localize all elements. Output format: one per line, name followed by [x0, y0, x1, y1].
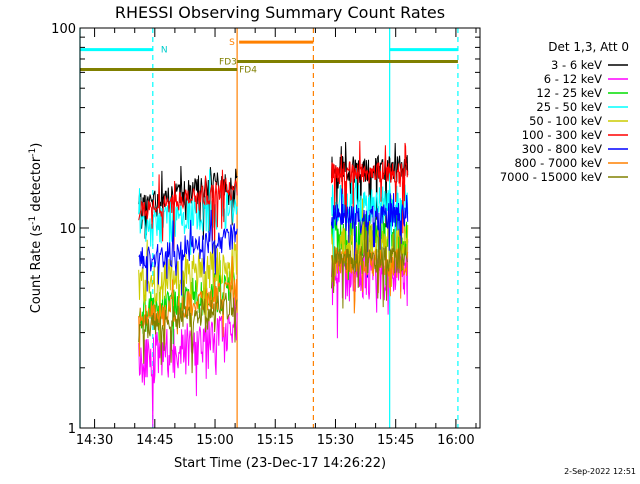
x-tick-label-3: 15:15: [257, 433, 294, 448]
x-tick-label-1: 14:45: [136, 433, 173, 448]
axes-layer: 14:30 14:45 15:00 15:15 15:30 15:45 16:00 1 10 10…: [51, 22, 480, 448]
legend-label-6: 300 - 800 keV: [522, 142, 602, 156]
legend-label-2: 12 - 25 keV: [536, 86, 602, 100]
legend-label-4: 50 - 100 keV: [529, 114, 602, 128]
y-axis-label: Count Rate (s-1 detector-1): [28, 143, 44, 314]
legend-label-1: 6 - 12 keV: [544, 72, 602, 86]
y-tick-label-2: 100: [51, 22, 76, 37]
series-line-5: [138, 140, 409, 252]
y-axis-label-end: ): [29, 143, 44, 148]
x-tick-label-6: 16:00: [437, 433, 474, 448]
legend-label-7: 800 - 7000 keV: [514, 156, 602, 170]
x-tick-label-4: 15:30: [317, 433, 354, 448]
y-axis-label-sup1: -1: [28, 216, 38, 225]
y-axis-label-mid: detector: [29, 156, 44, 216]
legend-label-0: 3 - 6 keV: [551, 58, 602, 72]
y-axis-label-sup2: -1: [28, 148, 38, 157]
legend-label-5: 100 - 300 keV: [522, 128, 602, 142]
series-line-6: [138, 188, 409, 296]
footer-timestamp: 2-Sep-2022 12:51: [564, 467, 636, 476]
x-tick-label-5: 15:45: [377, 433, 414, 448]
y-axis-label-main: Count Rate (s: [29, 225, 44, 314]
legend-label-8: 7000 - 15000 keV: [500, 170, 602, 184]
x-axis-label: Start Time (23-Dec-17 14:26:22): [174, 456, 386, 471]
x-tick-label-0: 14:30: [76, 433, 113, 448]
x-tick-label-2: 15:00: [196, 433, 233, 448]
series-line-8: [138, 221, 409, 374]
flag-label-0: N: [161, 46, 168, 56]
legend-title: Det 1,3, Att 0: [548, 40, 629, 54]
y-tick-label-0: 1: [68, 422, 76, 437]
flag-label-2: FD3: [219, 57, 237, 67]
legend-label-3: 25 - 50 keV: [536, 100, 602, 114]
y-tick-label-1: 10: [59, 222, 76, 237]
flag-label-1: S: [229, 38, 235, 48]
flag-label-3: FD4: [239, 66, 257, 76]
chart-title: RHESSI Observing Summary Count Rates: [115, 3, 445, 22]
